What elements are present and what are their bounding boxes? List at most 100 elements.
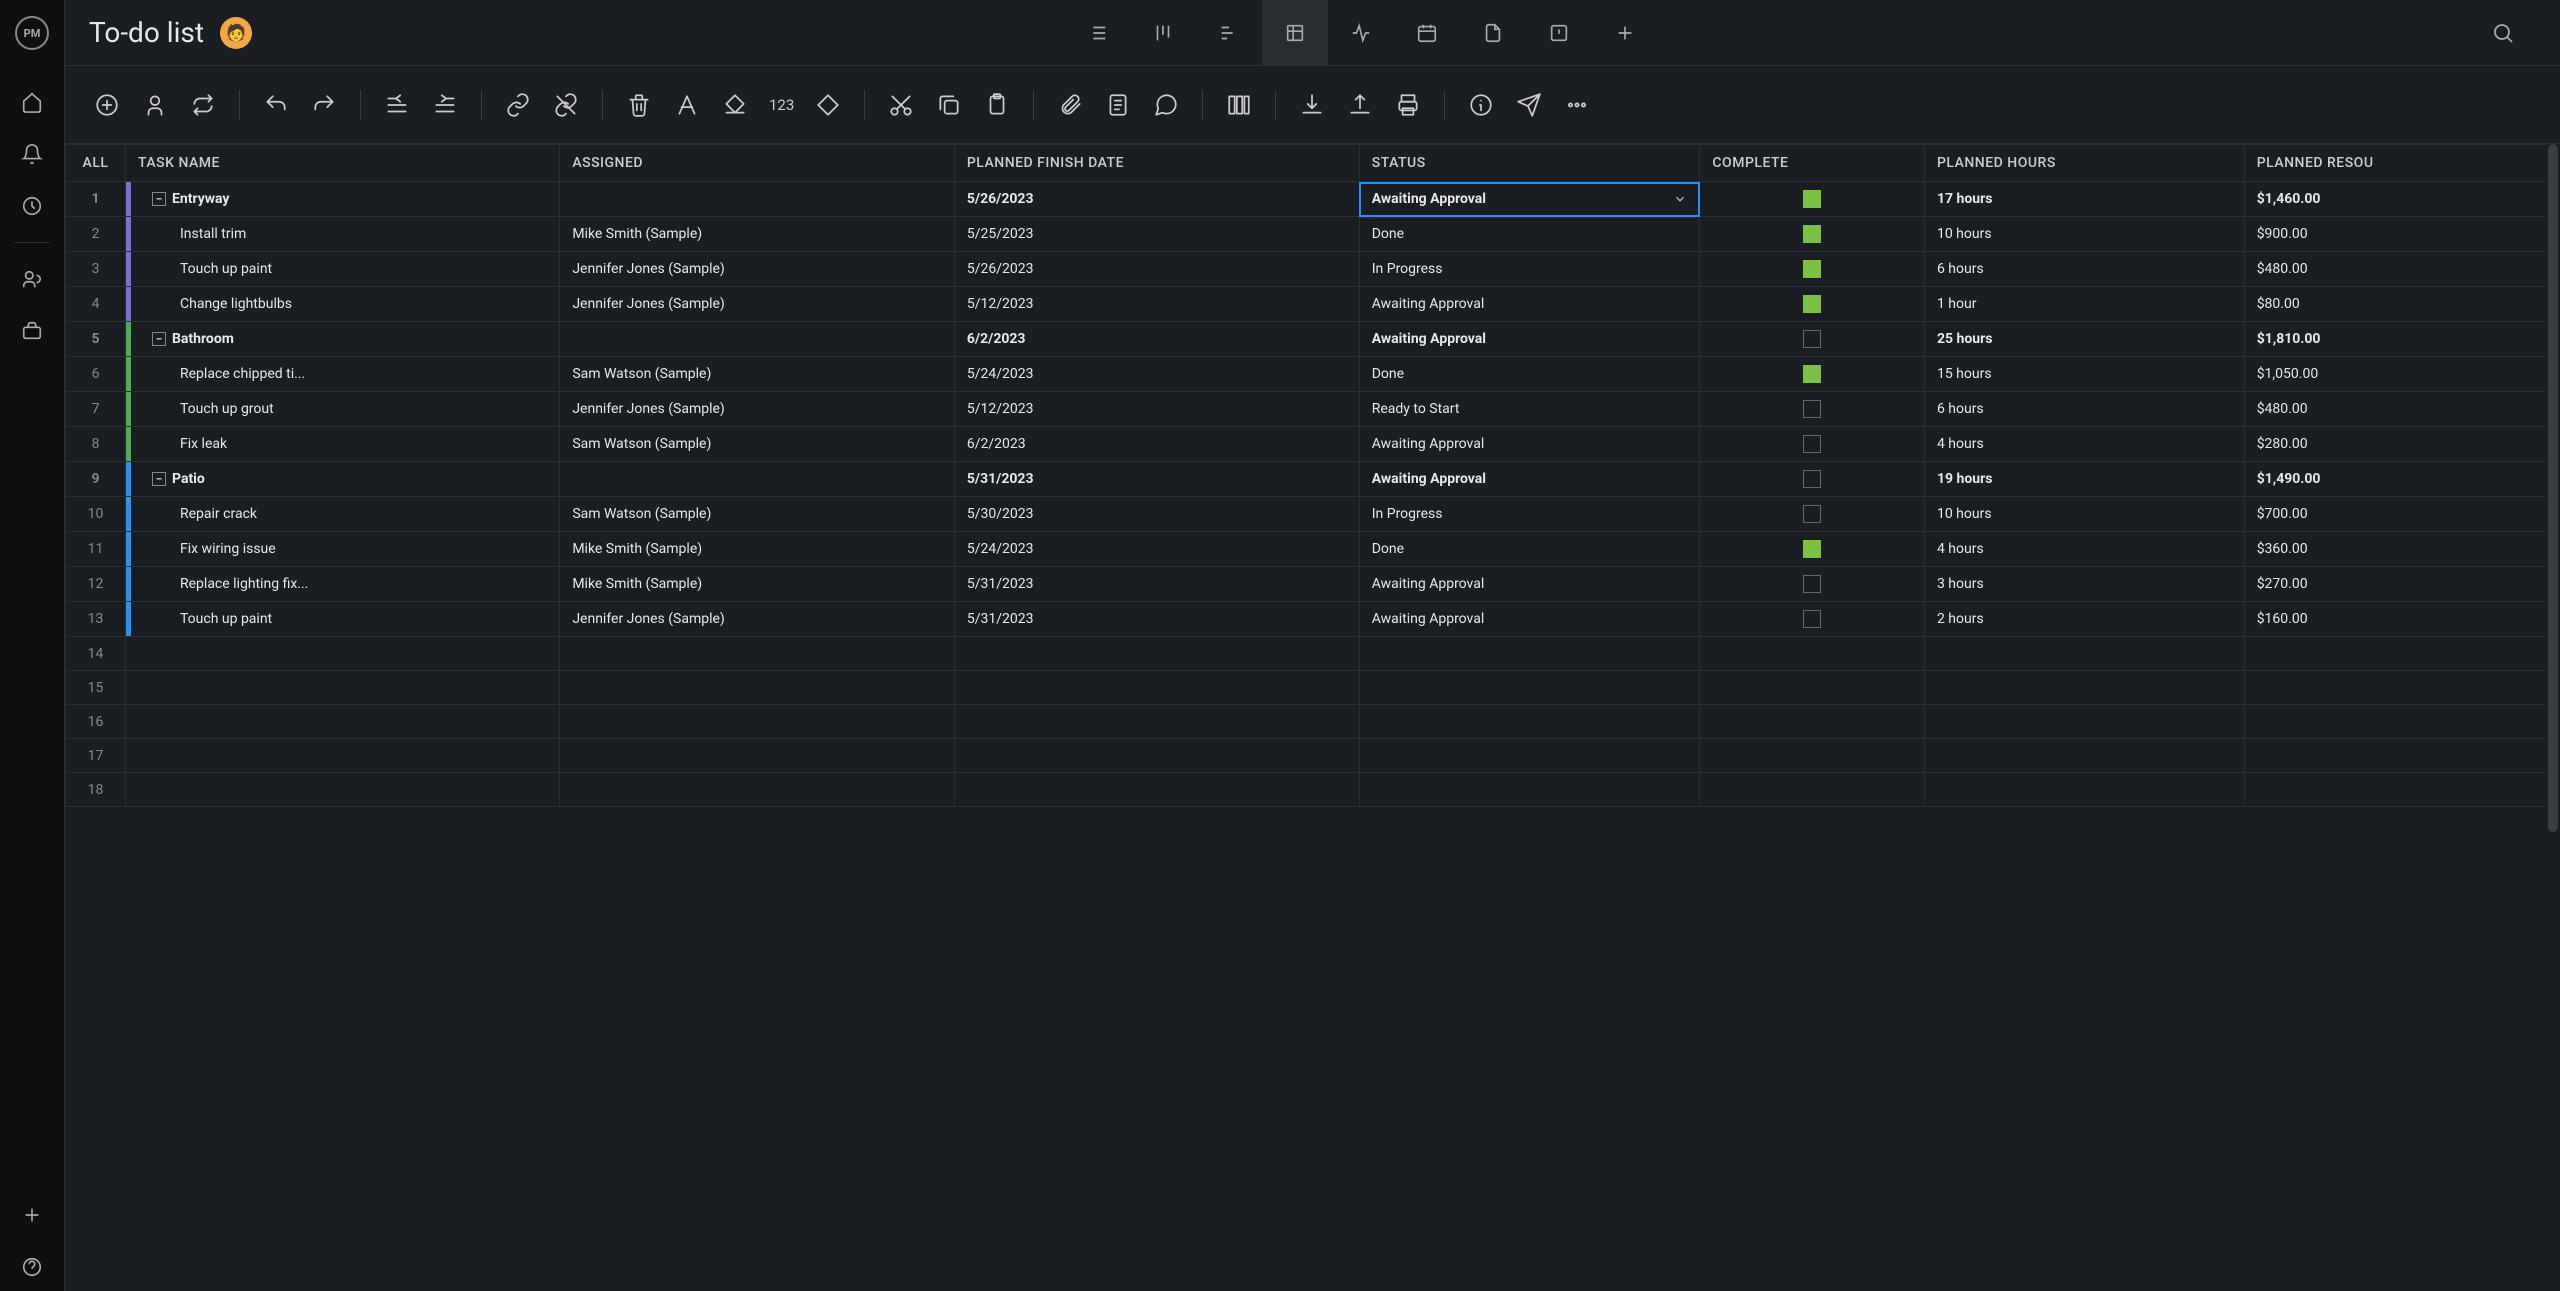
assigned-cell[interactable]: Jennifer Jones (Sample) bbox=[560, 602, 955, 637]
table-row[interactable]: 10Repair crackSam Watson (Sample)5/30/20… bbox=[66, 497, 2560, 532]
empty-cell[interactable] bbox=[2244, 705, 2559, 739]
complete-cell[interactable] bbox=[1700, 357, 1925, 392]
table-row-empty[interactable]: 14 bbox=[66, 637, 2560, 671]
view-sheet[interactable] bbox=[1262, 0, 1328, 66]
finish-date-cell[interactable]: 5/12/2023 bbox=[954, 392, 1359, 427]
checkbox[interactable] bbox=[1803, 260, 1821, 278]
table-row[interactable]: 5−Bathroom6/2/2023Awaiting Approval25 ho… bbox=[66, 322, 2560, 357]
planned-hours-cell[interactable]: 17 hours bbox=[1924, 182, 2244, 217]
unlink-button[interactable] bbox=[548, 87, 584, 123]
task-name-cell[interactable]: Replace lighting fix... bbox=[126, 567, 560, 602]
indent-button[interactable] bbox=[427, 87, 463, 123]
task-name-cell[interactable]: −Bathroom bbox=[126, 322, 560, 357]
finish-date-cell[interactable]: 5/26/2023 bbox=[954, 252, 1359, 287]
send-button[interactable] bbox=[1511, 87, 1547, 123]
table-row[interactable]: 13Touch up paintJennifer Jones (Sample)5… bbox=[66, 602, 2560, 637]
checkbox[interactable] bbox=[1803, 435, 1821, 453]
task-name-cell[interactable]: Install trim bbox=[126, 217, 560, 252]
view-list[interactable] bbox=[1064, 0, 1130, 66]
planned-hours-cell[interactable]: 6 hours bbox=[1924, 252, 2244, 287]
planned-hours-cell[interactable]: 10 hours bbox=[1924, 217, 2244, 252]
search-button[interactable] bbox=[2470, 0, 2536, 66]
complete-cell[interactable] bbox=[1700, 392, 1925, 427]
finish-date-cell[interactable]: 6/2/2023 bbox=[954, 322, 1359, 357]
task-name-cell[interactable]: −Patio bbox=[126, 462, 560, 497]
assigned-cell[interactable] bbox=[560, 182, 955, 217]
checkbox[interactable] bbox=[1803, 400, 1821, 418]
task-name-cell[interactable]: Touch up paint bbox=[126, 602, 560, 637]
undo-button[interactable] bbox=[258, 87, 294, 123]
sidebar-team[interactable] bbox=[8, 255, 56, 303]
finish-date-cell[interactable]: 5/31/2023 bbox=[954, 602, 1359, 637]
attach-button[interactable] bbox=[1052, 87, 1088, 123]
task-name-cell[interactable]: Fix leak bbox=[126, 427, 560, 462]
table-row[interactable]: 1−Entryway5/26/2023Awaiting Approval17 h… bbox=[66, 182, 2560, 217]
comment-button[interactable] bbox=[1148, 87, 1184, 123]
column-header[interactable]: ASSIGNED bbox=[560, 145, 955, 182]
sidebar-home[interactable] bbox=[8, 78, 56, 126]
table-row[interactable]: 8Fix leakSam Watson (Sample)6/2/2023Awai… bbox=[66, 427, 2560, 462]
empty-cell[interactable] bbox=[1359, 705, 1700, 739]
empty-cell[interactable] bbox=[1700, 705, 1925, 739]
empty-cell[interactable] bbox=[2244, 637, 2559, 671]
copy-button[interactable] bbox=[931, 87, 967, 123]
assigned-cell[interactable]: Sam Watson (Sample) bbox=[560, 357, 955, 392]
status-cell[interactable]: Awaiting Approval bbox=[1359, 427, 1700, 462]
planned-resource-cell[interactable]: $480.00 bbox=[2244, 252, 2559, 287]
planned-resource-cell[interactable]: $1,460.00 bbox=[2244, 182, 2559, 217]
task-name-cell[interactable]: Repair crack bbox=[126, 497, 560, 532]
planned-resource-cell[interactable]: $1,810.00 bbox=[2244, 322, 2559, 357]
task-name-cell[interactable]: Touch up grout bbox=[126, 392, 560, 427]
complete-cell[interactable] bbox=[1700, 287, 1925, 322]
view-board[interactable] bbox=[1130, 0, 1196, 66]
sidebar-notifications[interactable] bbox=[8, 130, 56, 178]
sidebar-briefcase[interactable] bbox=[8, 307, 56, 355]
status-cell[interactable]: In Progress bbox=[1359, 252, 1700, 287]
finish-date-cell[interactable]: 5/30/2023 bbox=[954, 497, 1359, 532]
add-task-button[interactable] bbox=[89, 87, 125, 123]
table-row-empty[interactable]: 15 bbox=[66, 671, 2560, 705]
finish-date-cell[interactable]: 5/24/2023 bbox=[954, 357, 1359, 392]
table-row[interactable]: 7Touch up groutJennifer Jones (Sample)5/… bbox=[66, 392, 2560, 427]
collapse-icon[interactable]: − bbox=[152, 472, 166, 486]
assigned-cell[interactable]: Jennifer Jones (Sample) bbox=[560, 252, 955, 287]
planned-resource-cell[interactable]: $1,490.00 bbox=[2244, 462, 2559, 497]
empty-cell[interactable] bbox=[954, 637, 1359, 671]
status-cell[interactable]: Awaiting Approval bbox=[1359, 462, 1700, 497]
empty-cell[interactable] bbox=[1700, 773, 1925, 807]
planned-resource-cell[interactable]: $480.00 bbox=[2244, 392, 2559, 427]
column-header[interactable]: PLANNED RESOU bbox=[2244, 145, 2559, 182]
notes-button[interactable] bbox=[1100, 87, 1136, 123]
delete-button[interactable] bbox=[621, 87, 657, 123]
column-header[interactable]: PLANNED HOURS bbox=[1924, 145, 2244, 182]
outdent-button[interactable] bbox=[379, 87, 415, 123]
collapse-icon[interactable]: − bbox=[152, 332, 166, 346]
planned-hours-cell[interactable]: 1 hour bbox=[1924, 287, 2244, 322]
complete-cell[interactable] bbox=[1700, 497, 1925, 532]
planned-hours-cell[interactable]: 10 hours bbox=[1924, 497, 2244, 532]
status-cell[interactable]: Done bbox=[1359, 217, 1700, 252]
view-add[interactable] bbox=[1592, 0, 1658, 66]
checkbox[interactable] bbox=[1803, 190, 1821, 208]
checkbox[interactable] bbox=[1803, 295, 1821, 313]
status-cell[interactable]: Ready to Start bbox=[1359, 392, 1700, 427]
empty-cell[interactable] bbox=[126, 637, 560, 671]
table-row-empty[interactable]: 17 bbox=[66, 739, 2560, 773]
complete-cell[interactable] bbox=[1700, 532, 1925, 567]
complete-cell[interactable] bbox=[1700, 217, 1925, 252]
paste-button[interactable] bbox=[979, 87, 1015, 123]
info-button[interactable] bbox=[1463, 87, 1499, 123]
planned-resource-cell[interactable]: $900.00 bbox=[2244, 217, 2559, 252]
status-cell[interactable]: Done bbox=[1359, 532, 1700, 567]
empty-cell[interactable] bbox=[1359, 671, 1700, 705]
sidebar-recent[interactable] bbox=[8, 182, 56, 230]
empty-cell[interactable] bbox=[954, 705, 1359, 739]
assigned-cell[interactable]: Mike Smith (Sample) bbox=[560, 532, 955, 567]
planned-resource-cell[interactable]: $1,050.00 bbox=[2244, 357, 2559, 392]
empty-cell[interactable] bbox=[2244, 773, 2559, 807]
planned-hours-cell[interactable]: 25 hours bbox=[1924, 322, 2244, 357]
import-button[interactable] bbox=[1294, 87, 1330, 123]
status-cell[interactable]: Awaiting Approval bbox=[1359, 322, 1700, 357]
empty-cell[interactable] bbox=[1359, 637, 1700, 671]
task-name-cell[interactable]: Replace chipped ti... bbox=[126, 357, 560, 392]
